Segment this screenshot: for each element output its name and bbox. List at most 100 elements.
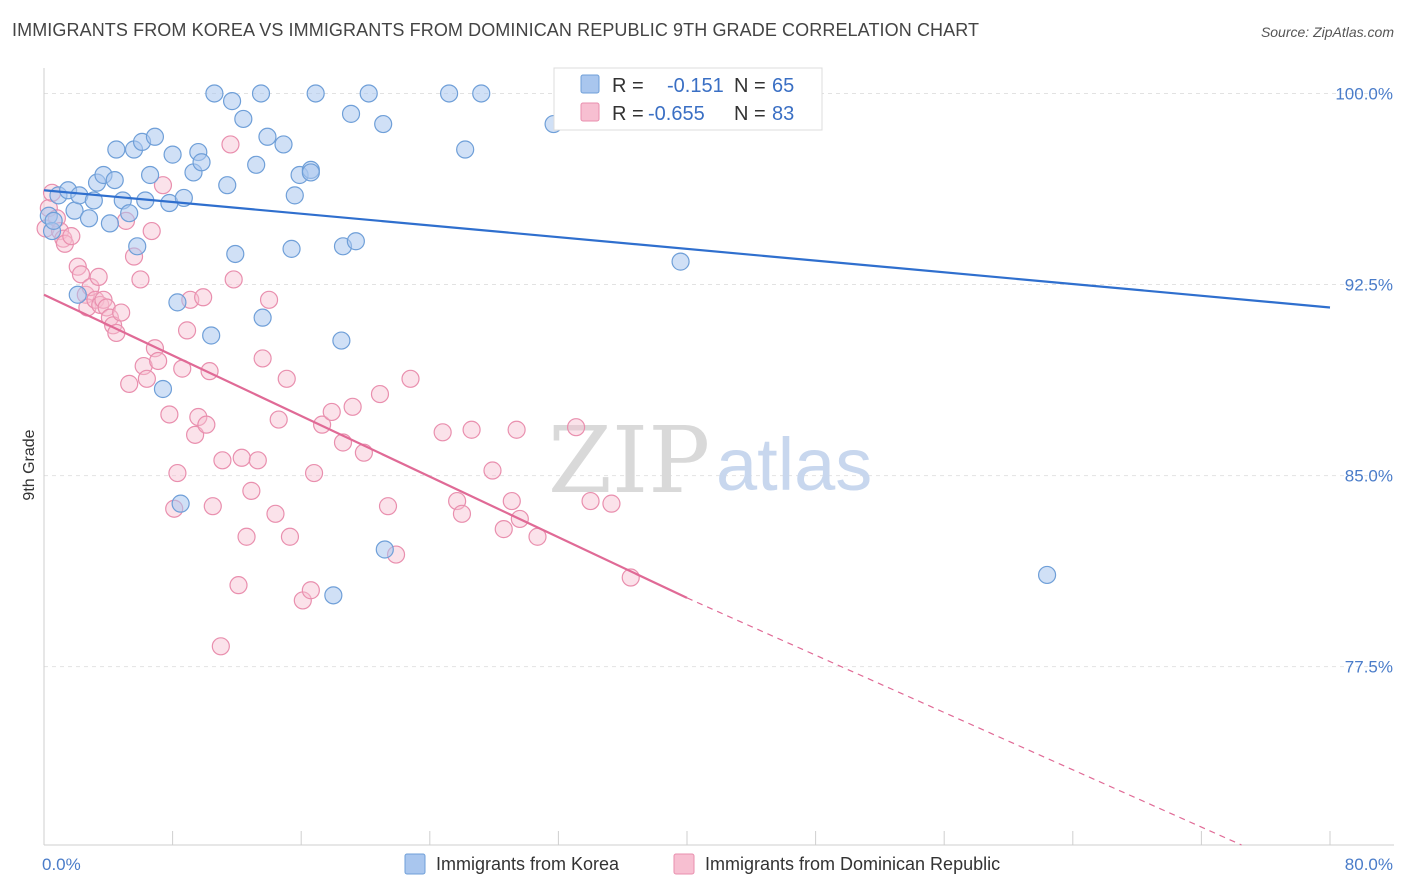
- watermark-atlas: atlas: [716, 423, 872, 506]
- korea-point-36: [226, 244, 245, 264]
- korea-point-57: [439, 84, 459, 103]
- korea-trend-line: [43, 189, 1331, 309]
- x-tick-label-1: 80.0%: [1345, 855, 1393, 874]
- korea-point-38: [247, 155, 266, 174]
- dominican-point-75: [494, 520, 513, 539]
- y-tick-label-3: 100.0%: [1335, 84, 1393, 103]
- korea-point-63: [671, 252, 690, 271]
- dominican-point-15: [89, 267, 108, 286]
- y-tick-label-0: 77.5%: [1345, 658, 1393, 677]
- korea-point-32: [202, 326, 221, 345]
- korea-point-34: [218, 176, 237, 195]
- dominican-point-56: [277, 369, 296, 388]
- n-label-korea: N =: [734, 75, 766, 97]
- dominican-point-82: [602, 494, 621, 513]
- dominican-point-46: [224, 270, 243, 289]
- korea-point-56: [375, 540, 394, 559]
- x-tick-labels: 0.0% 80.0%: [42, 855, 1393, 874]
- x-tick-label-0: 0.0%: [42, 855, 81, 874]
- dominican-point-60: [304, 463, 324, 483]
- r-value-korea: -0.151: [667, 75, 724, 97]
- dominican-point-81: [581, 491, 600, 511]
- dominican-point-49: [237, 527, 256, 546]
- dominican-point-41: [197, 415, 216, 434]
- axes: [43, 68, 1394, 846]
- dominican-point-84: [211, 637, 230, 656]
- korea-point-12: [100, 214, 120, 233]
- dominican-point-57: [280, 527, 300, 546]
- dominican-point-48: [232, 448, 251, 467]
- dominican-point-17: [97, 298, 116, 317]
- dominican-point-31: [153, 176, 173, 195]
- dominican-point-74: [483, 461, 502, 480]
- trend-lines: [43, 189, 1331, 846]
- korea-point-39: [251, 84, 271, 103]
- korea-point-25: [163, 145, 182, 164]
- watermark-zip: ZIP: [548, 407, 710, 514]
- n-value-korea: 65: [772, 75, 794, 97]
- korea-point-6: [68, 285, 87, 304]
- korea-point-41: [258, 127, 277, 146]
- korea-point-49: [324, 586, 343, 605]
- korea-point-64: [1037, 565, 1057, 585]
- dominican-point-59: [301, 581, 320, 600]
- korea-point-58: [456, 140, 475, 159]
- legend-dominican-label: Immigrants from Dominican Republic: [705, 854, 1000, 874]
- korea-point-8: [79, 209, 99, 228]
- dominican-point-40: [194, 288, 213, 307]
- dominican-point-80: [566, 418, 586, 437]
- dominican-point-43: [203, 497, 222, 516]
- korea-point-53: [346, 232, 365, 251]
- r-value-dominican: -0.655: [648, 103, 705, 125]
- n-label-dominican: N =: [734, 103, 766, 125]
- chart-title: IMMIGRANTS FROM KOREA VS IMMIGRANTS FROM…: [12, 20, 980, 40]
- dominican-point-38: [186, 425, 205, 444]
- stats-legend: R = -0.151 N = 65 R = -0.655 N = 83: [553, 67, 823, 131]
- dominican-point-32: [160, 405, 179, 424]
- dominican-point-36: [177, 321, 197, 340]
- dominican-swatch: [580, 102, 600, 122]
- korea-point-59: [472, 84, 491, 103]
- korea-point-50: [332, 331, 351, 350]
- dominican-point-34: [168, 463, 187, 483]
- dominican-point-72: [452, 504, 472, 523]
- dominican-point-28: [142, 221, 161, 241]
- y-axis-title: 9th Grade: [21, 429, 38, 500]
- dominican-point-69: [401, 369, 420, 388]
- korea-point-42: [274, 135, 293, 154]
- dominican-point-54: [266, 504, 285, 523]
- korea-point-14: [107, 140, 126, 159]
- dominican-point-9: [71, 265, 91, 284]
- dominican-point-55: [269, 410, 288, 429]
- legend-korea-label: Immigrants from Korea: [436, 854, 620, 874]
- korea-point-22: [145, 127, 165, 146]
- korea-points: [39, 84, 1057, 605]
- korea-point-21: [140, 165, 160, 185]
- korea-point-44: [285, 186, 304, 205]
- korea-point-35: [222, 92, 242, 111]
- r-label-dominican: R =: [612, 103, 644, 125]
- dominican-point-64: [343, 397, 362, 416]
- korea-point-54: [359, 84, 378, 103]
- korea-point-55: [374, 114, 393, 134]
- dominican-point-52: [253, 349, 272, 368]
- korea-point-43: [282, 239, 301, 258]
- watermark: ZIP atlas: [548, 407, 872, 514]
- korea-point-47: [301, 163, 320, 182]
- dominican-point-6: [55, 234, 74, 253]
- r-label-korea: R =: [612, 75, 644, 97]
- y-tick-labels: 77.5% 85.0% 92.5% 100.0%: [1335, 84, 1393, 676]
- korea-point-23: [153, 379, 173, 399]
- series-legend: Immigrants from Korea Immigrants from Do…: [404, 853, 1000, 875]
- dominican-point-27: [137, 369, 156, 388]
- dominican-point-62: [322, 402, 341, 422]
- korea-point-16: [120, 204, 139, 223]
- korea-point-26: [168, 293, 187, 312]
- dominican-point-7: [62, 227, 81, 246]
- dominican-point-44: [213, 451, 232, 470]
- dominican-point-77: [507, 420, 526, 439]
- korea-point-40: [253, 308, 272, 327]
- dominican-point-45: [221, 135, 240, 154]
- dominican-point-73: [462, 420, 481, 439]
